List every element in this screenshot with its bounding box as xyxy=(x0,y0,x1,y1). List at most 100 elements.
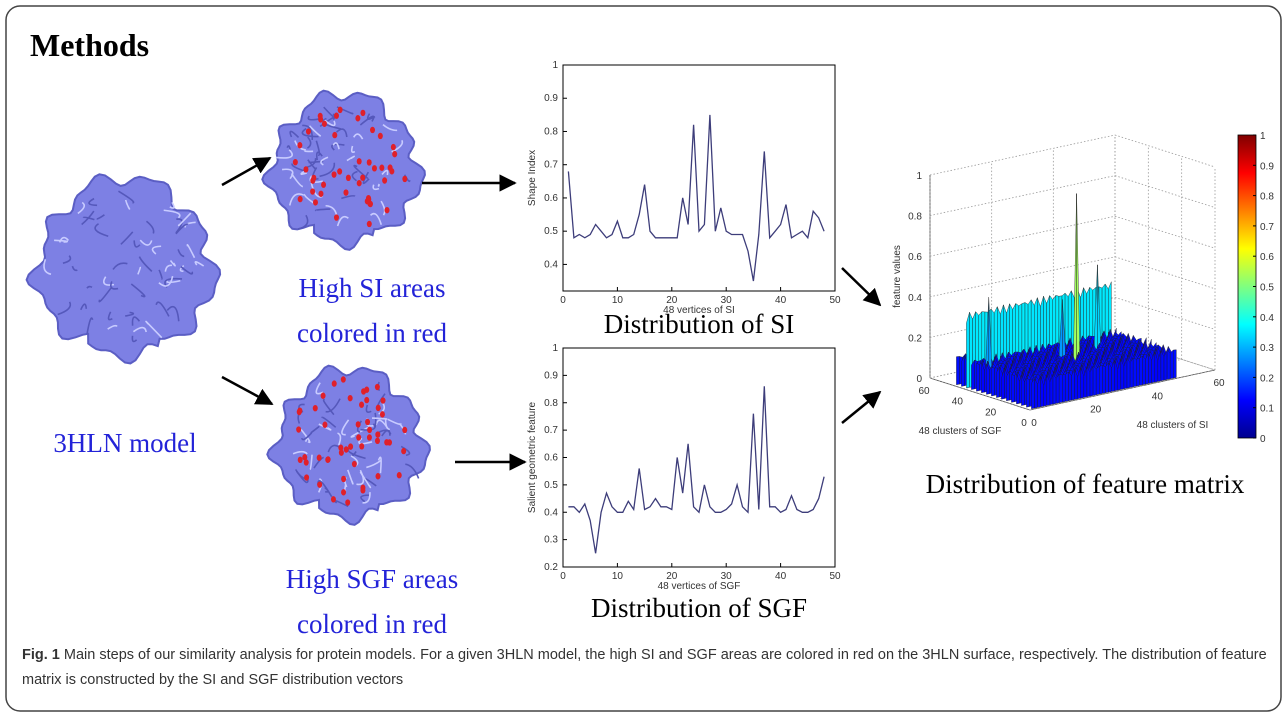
red-area xyxy=(382,177,388,184)
protein-texture xyxy=(286,145,292,151)
x-tick-label: 0 xyxy=(1031,418,1037,429)
protein-texture xyxy=(325,398,341,413)
protein-texture xyxy=(381,169,389,176)
chart-title: Distribution of SGF xyxy=(591,593,807,623)
y-tick-label: 0.7 xyxy=(544,425,558,436)
x-tick-label: 0 xyxy=(560,295,566,306)
surface-patch xyxy=(1173,349,1177,379)
red-area xyxy=(355,421,361,428)
protein-texture xyxy=(124,199,131,210)
red-area xyxy=(292,158,298,166)
surface-patch xyxy=(1052,373,1057,405)
red-area xyxy=(375,473,381,480)
x-tick-label: 30 xyxy=(721,295,733,306)
figure-border xyxy=(5,5,1282,712)
red-area xyxy=(338,449,344,456)
protein-texture xyxy=(62,255,72,264)
y-tick-label: 0.8 xyxy=(544,398,558,409)
y-tick-label: 20 xyxy=(985,407,997,418)
surface-patch xyxy=(1068,371,1072,402)
protein-texture xyxy=(158,269,163,280)
x-tick-label: 30 xyxy=(721,571,733,582)
protein-texture xyxy=(315,140,321,156)
red-area xyxy=(296,426,302,433)
surface-patch xyxy=(996,366,1000,398)
red-area xyxy=(310,188,316,195)
colorbar-tick-label: 0.5 xyxy=(1260,283,1274,294)
protein-texture xyxy=(110,281,119,290)
grid-line xyxy=(1114,256,1216,290)
red-area xyxy=(359,401,365,408)
colorbar-tick-label: 1 xyxy=(1260,131,1266,142)
red-area xyxy=(374,437,380,445)
surface-patch xyxy=(971,359,975,390)
protein-texture xyxy=(341,195,356,200)
protein-texture xyxy=(377,183,380,187)
red-area xyxy=(366,220,372,228)
surface-patch xyxy=(1065,371,1069,402)
protein-texture xyxy=(107,324,118,330)
x-axis-label: 48 clusters of SI xyxy=(1137,420,1209,431)
red-area xyxy=(316,454,322,461)
protein-texture xyxy=(332,142,340,150)
red-area xyxy=(377,132,383,140)
y-tick-label: 0 xyxy=(1021,418,1027,429)
surface-patch xyxy=(976,362,980,392)
y-tick-label: 1 xyxy=(552,60,558,71)
protein-texture xyxy=(322,398,335,416)
protein-texture xyxy=(333,499,349,508)
protein-texture xyxy=(301,127,319,138)
protein-texture xyxy=(138,256,153,272)
protein-texture xyxy=(81,210,95,226)
protein-texture xyxy=(139,239,153,246)
protein-texture xyxy=(98,287,112,303)
arrows xyxy=(221,156,882,471)
protein-texture xyxy=(362,492,371,504)
protein-texture xyxy=(350,145,356,153)
surface-patch xyxy=(1095,365,1100,396)
protein-texture xyxy=(308,125,322,137)
surface-patch xyxy=(991,367,995,397)
protein-texture xyxy=(94,223,109,237)
protein-texture xyxy=(132,326,147,333)
protein-texture xyxy=(359,471,372,489)
x-tick-label: 10 xyxy=(612,571,624,582)
protein-texture xyxy=(337,432,342,446)
protein-texture xyxy=(324,119,336,127)
arrow xyxy=(221,156,272,187)
x-tick-label: 50 xyxy=(829,571,841,582)
red-area xyxy=(343,446,349,453)
protein-texture xyxy=(169,259,176,267)
grid-line xyxy=(1029,369,1216,411)
y-tick-label: 1 xyxy=(552,343,558,354)
data-line xyxy=(567,114,825,282)
red-area xyxy=(366,434,372,441)
protein-texture xyxy=(365,404,372,413)
red-area xyxy=(370,126,376,134)
protein-texture xyxy=(131,316,141,326)
protein-texture xyxy=(54,239,68,243)
red-area xyxy=(402,426,408,434)
red-area xyxy=(390,143,396,151)
protein-texture xyxy=(151,245,162,255)
protein-texture xyxy=(377,456,382,474)
model-label: 3HLN model xyxy=(53,428,196,458)
chart-title: Distribution of feature matrix xyxy=(926,469,1245,499)
protein-texture xyxy=(306,136,312,149)
protein-texture xyxy=(336,215,349,227)
red-area xyxy=(371,165,377,172)
protein-texture xyxy=(102,276,115,286)
protein-texture xyxy=(400,445,411,457)
protein-texture xyxy=(302,124,314,140)
protein-texture xyxy=(318,423,332,431)
red-area xyxy=(384,439,390,446)
surface-patch xyxy=(1105,362,1109,394)
protein-texture xyxy=(295,470,309,484)
surface-patch xyxy=(1058,373,1063,404)
red-area xyxy=(360,109,366,117)
y-tick-label: 0.6 xyxy=(544,453,558,464)
protein-texture xyxy=(177,249,185,258)
red-area xyxy=(364,386,370,393)
colorbar-tick-label: 0.2 xyxy=(1260,373,1274,384)
protein-texture xyxy=(371,417,388,420)
